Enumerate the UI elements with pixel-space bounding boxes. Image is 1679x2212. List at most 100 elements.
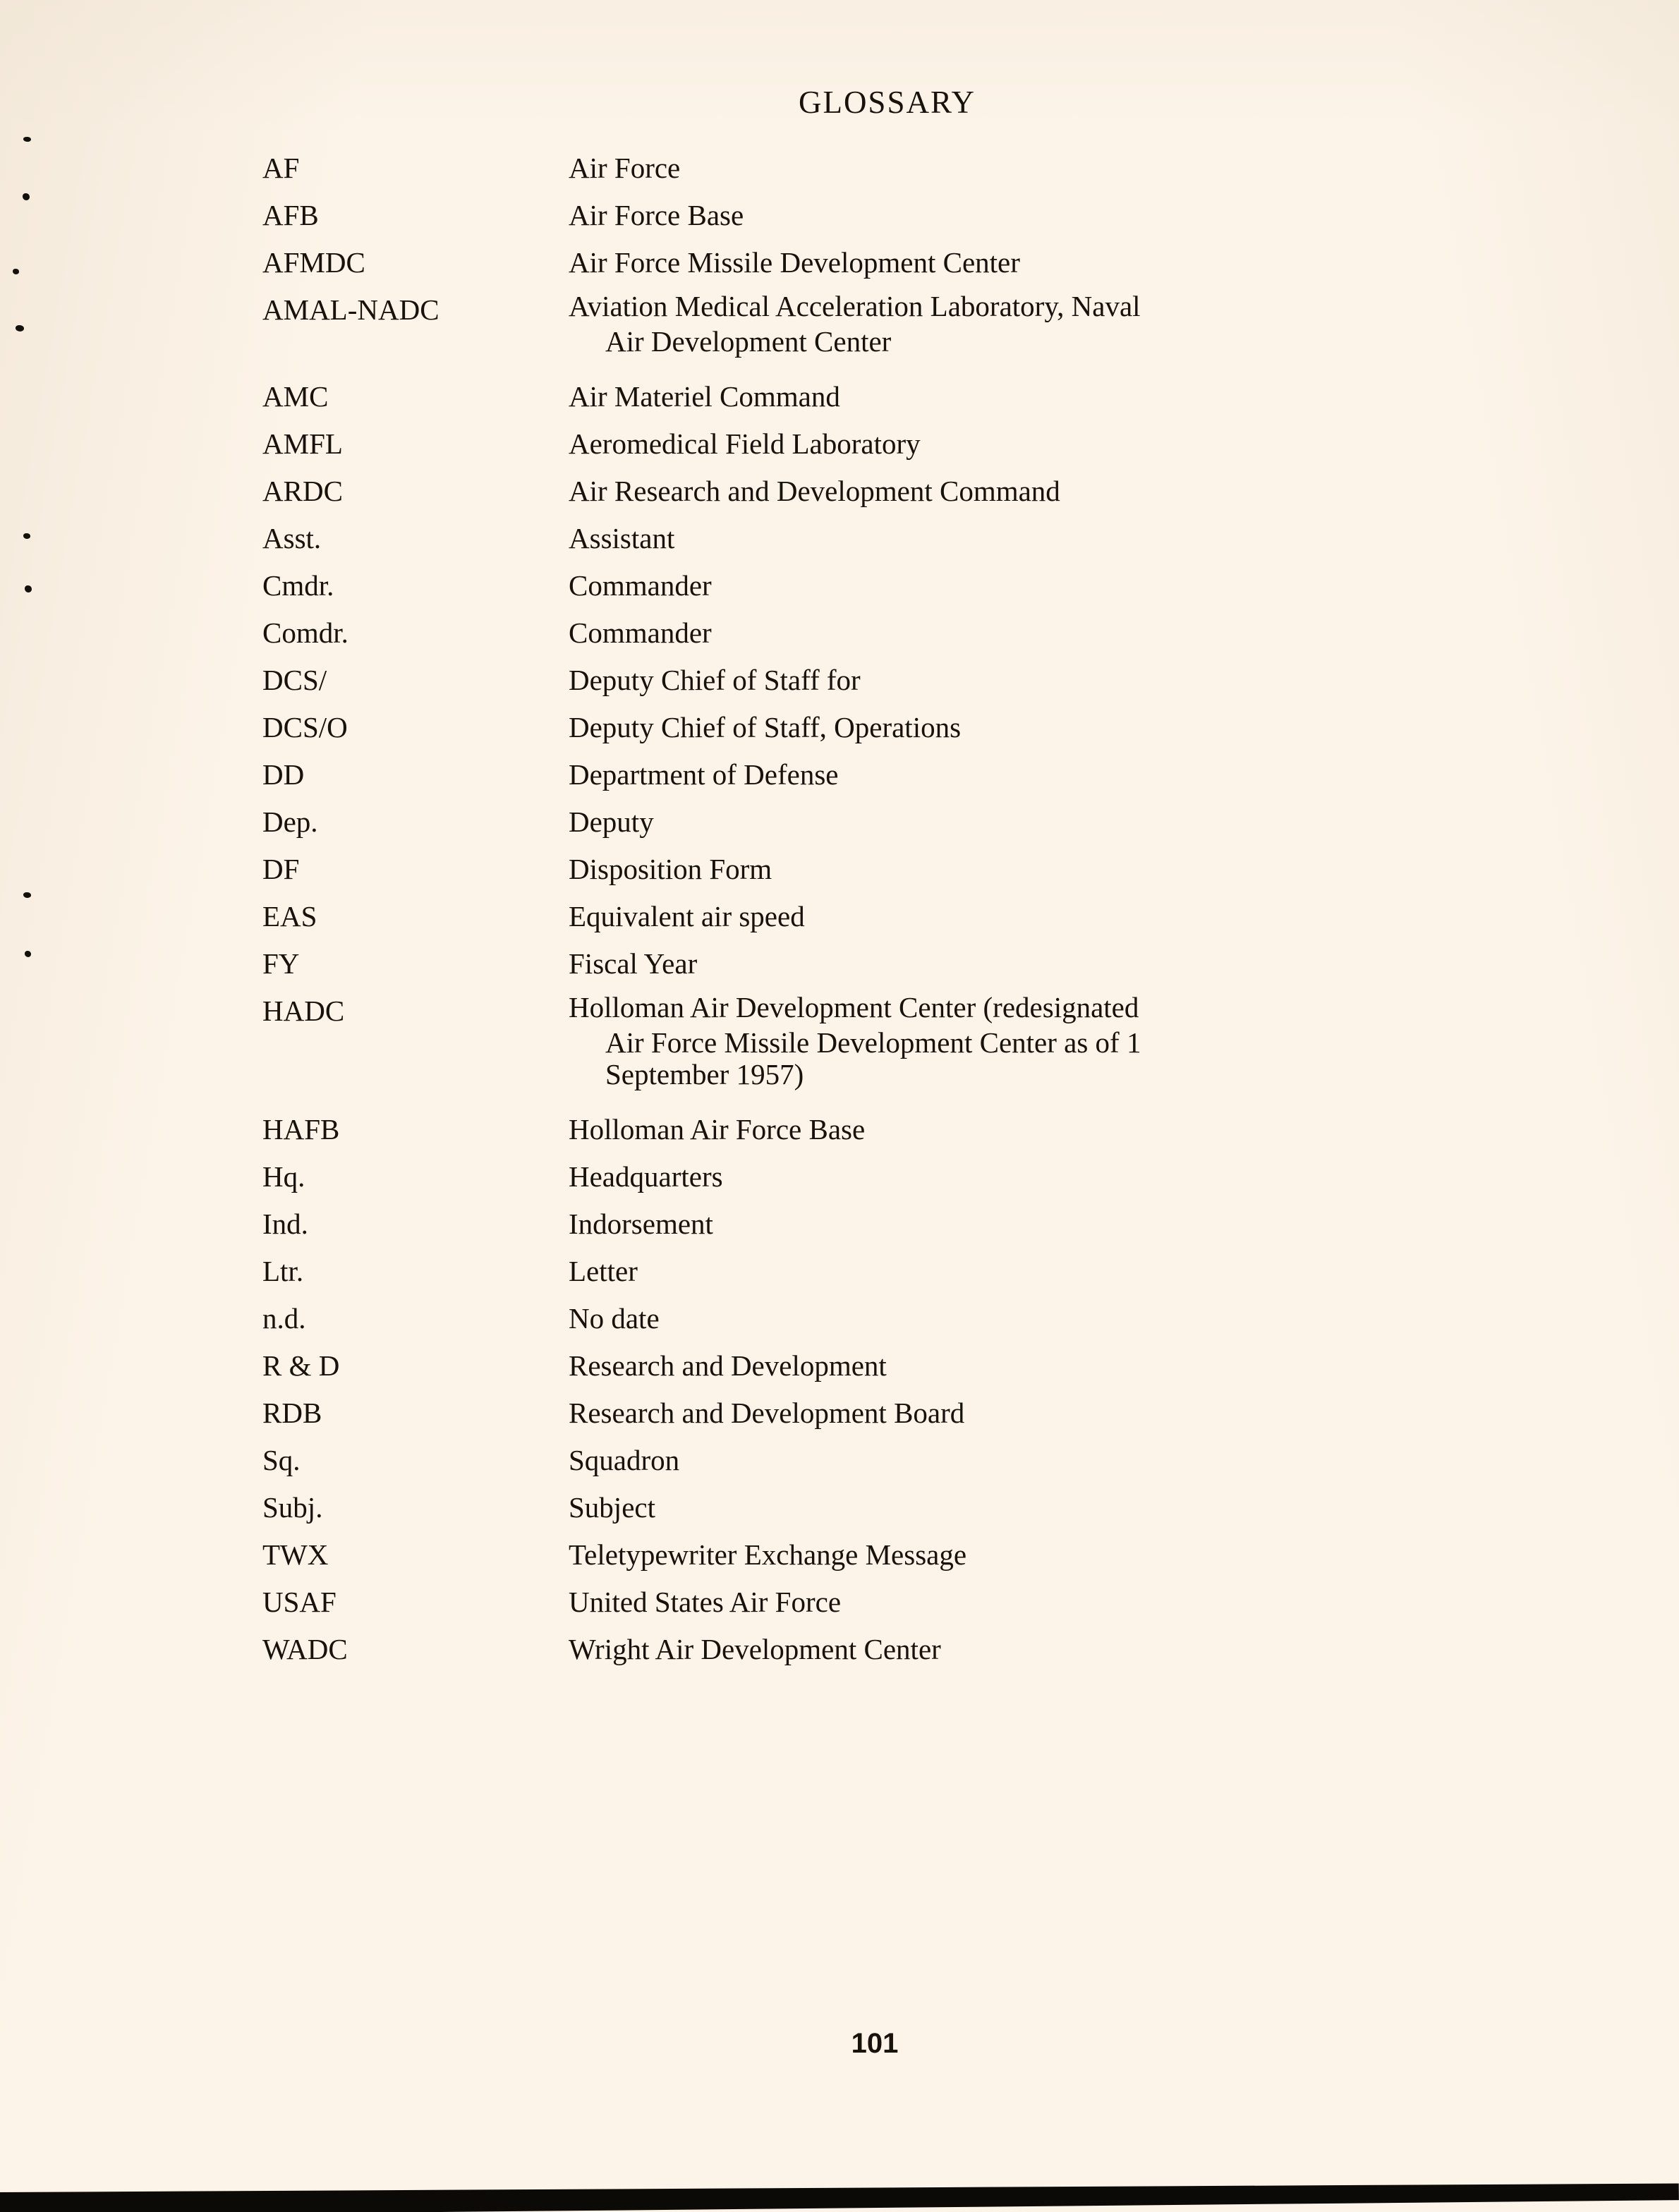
glossary-definition: Commander: [564, 609, 1552, 657]
glossary-entry: WADC Wright Air Development Center: [0, 1626, 1679, 1673]
glossary-definition-line: Aviation Medical Acceleration Laboratory…: [569, 290, 1141, 322]
glossary-definition: Aeromedical Field Laboratory: [564, 420, 1552, 468]
glossary-definition-line: Assistant: [569, 522, 675, 554]
scan-speck-artifact: [23, 137, 31, 142]
glossary-definition-line: Air Materiel Command: [569, 380, 840, 413]
glossary-term: DCS/: [262, 664, 327, 696]
glossary-entry: AF Air Force: [0, 145, 1679, 192]
glossary-term: Asst.: [262, 522, 322, 554]
glossary-entry: RDB Research and Development Board: [0, 1390, 1679, 1437]
glossary-term: Subj.: [262, 1491, 323, 1524]
glossary-definition-line: Headquarters: [569, 1160, 723, 1193]
glossary-definition: Air Force Missile Development Center: [564, 239, 1552, 286]
glossary-definition-line: Deputy Chief of Staff for: [569, 664, 861, 696]
glossary-term: Ltr.: [262, 1255, 304, 1287]
glossary-definition-line: Air Research and Development Command: [569, 475, 1060, 507]
scan-edge-mask: [0, 2141, 1679, 2192]
glossary-entry: Dep. Deputy: [0, 798, 1679, 846]
glossary-definition-line: Air Development Center: [605, 325, 892, 358]
glossary-entry: TWX Teletypewriter Exchange Message: [0, 1531, 1679, 1579]
glossary-definition-line: Teletypewriter Exchange Message: [569, 1538, 967, 1571]
glossary-term: Cmdr.: [262, 569, 334, 602]
glossary-definition: Letter: [564, 1248, 1552, 1295]
glossary-definition: Holloman Air Development Center (redesig…: [564, 988, 1552, 1090]
glossary-definition: Commander: [564, 562, 1552, 609]
glossary-definition: Deputy: [564, 798, 1552, 846]
glossary-definition: Disposition Form: [564, 846, 1552, 893]
glossary-definition-line: Equivalent air speed: [569, 900, 805, 932]
glossary-entry: AFB Air Force Base: [0, 192, 1679, 239]
glossary-definition: Deputy Chief of Staff, Operations: [564, 704, 1552, 751]
glossary-term: Ind.: [262, 1208, 308, 1240]
glossary-definition: Assistant: [564, 515, 1552, 562]
glossary-definition: No date: [564, 1295, 1552, 1342]
glossary-term: AF: [262, 152, 300, 184]
glossary-entry: Subj. Subject: [0, 1484, 1679, 1531]
glossary-term: EAS: [262, 900, 317, 932]
glossary-definition: Research and Development: [564, 1342, 1552, 1390]
glossary-definition-line: Aeromedical Field Laboratory: [569, 427, 921, 460]
page-number: 101: [851, 2028, 899, 2059]
glossary-definition-line: Wright Air Development Center: [569, 1633, 941, 1665]
glossary-definition-line: Deputy Chief of Staff, Operations: [569, 711, 962, 743]
glossary-definition: Headquarters: [564, 1153, 1552, 1201]
glossary-definition-line: United States Air Force: [569, 1586, 842, 1618]
glossary-entry: USAF United States Air Force: [0, 1579, 1679, 1626]
glossary-term: DD: [262, 758, 305, 791]
page-title: GLOSSARY: [798, 85, 976, 120]
glossary-entry: AFMDC Air Force Missile Development Cente…: [0, 239, 1679, 286]
glossary-term: DF: [262, 853, 300, 885]
glossary-entry: AMC Air Materiel Command: [0, 373, 1679, 420]
glossary-term: AMAL-NADC: [262, 293, 440, 326]
glossary-entry: AMFL Aeromedical Field Laboratory: [0, 420, 1679, 468]
glossary-definition-line: September 1957): [605, 1058, 804, 1090]
glossary-definition-line: Air Force Missile Development Center as …: [605, 1026, 1141, 1059]
glossary-definition-line: Letter: [569, 1255, 638, 1287]
glossary-definition: Subject: [564, 1484, 1552, 1531]
glossary-definition-line: Disposition Form: [569, 853, 772, 885]
glossary-definition-line: Air Force Missile Development Center: [569, 246, 1020, 279]
glossary-entry: AMAL-NADC Aviation Medical Acceleration L…: [0, 286, 1679, 358]
glossary-definition-line: Department of Defense: [569, 758, 839, 791]
glossary-definition-line: Subject: [569, 1491, 655, 1524]
glossary-definition: Air Research and Development Command: [564, 468, 1552, 515]
glossary-definition: Department of Defense: [564, 751, 1552, 798]
glossary-term: Dep.: [262, 806, 318, 838]
glossary-definition: Wright Air Development Center: [564, 1626, 1552, 1673]
glossary-definition: Research and Development Board: [564, 1390, 1552, 1437]
glossary-definition: Equivalent air speed: [564, 893, 1552, 940]
glossary-term: AFB: [262, 199, 319, 231]
glossary-term: RDB: [262, 1397, 322, 1429]
glossary-definition: Air Force Base: [564, 192, 1552, 239]
glossary-term: AMC: [262, 380, 329, 413]
glossary-definition: Squadron: [564, 1437, 1552, 1484]
glossary-entry: Asst. Assistant: [0, 515, 1679, 562]
glossary-entry: Comdr. Commander: [0, 609, 1679, 657]
glossary-entry: n.d. No date: [0, 1295, 1679, 1342]
glossary-definition-line: Research and Development Board: [569, 1397, 965, 1429]
glossary-entry: EAS Equivalent air speed: [0, 893, 1679, 940]
glossary-entry: DCS/O Deputy Chief of Staff, Operations: [0, 704, 1679, 751]
glossary-definition-line: Fiscal Year: [569, 947, 698, 980]
glossary-entry: Sq. Squadron: [0, 1437, 1679, 1484]
glossary-entry: HADC Holloman Air Development Center (red…: [0, 988, 1679, 1090]
glossary-definition-line: Squadron: [569, 1444, 680, 1476]
glossary-definition-line: Commander: [569, 616, 712, 649]
glossary-entry: Hq. Headquarters: [0, 1153, 1679, 1201]
glossary-term: USAF: [262, 1586, 337, 1618]
glossary-entry: Cmdr. Commander: [0, 562, 1679, 609]
glossary-term: DCS/O: [262, 711, 348, 743]
glossary-definition-line: No date: [569, 1302, 660, 1335]
glossary-term: R & D: [262, 1349, 340, 1382]
glossary-entry: ARDC Air Research and Development Command: [0, 468, 1679, 515]
glossary-entry: HAFB Holloman Air Force Base: [0, 1106, 1679, 1153]
glossary-term: AFMDC: [262, 246, 365, 279]
glossary-definition-line: Air Force Base: [569, 199, 744, 231]
glossary-definition: Holloman Air Force Base: [564, 1106, 1552, 1153]
glossary-definition: Air Materiel Command: [564, 373, 1552, 420]
glossary-entry: FY Fiscal Year: [0, 940, 1679, 988]
glossary-term: n.d.: [262, 1302, 306, 1335]
glossary-entry: DF Disposition Form: [0, 846, 1679, 893]
glossary-definition: Air Force: [564, 145, 1552, 192]
